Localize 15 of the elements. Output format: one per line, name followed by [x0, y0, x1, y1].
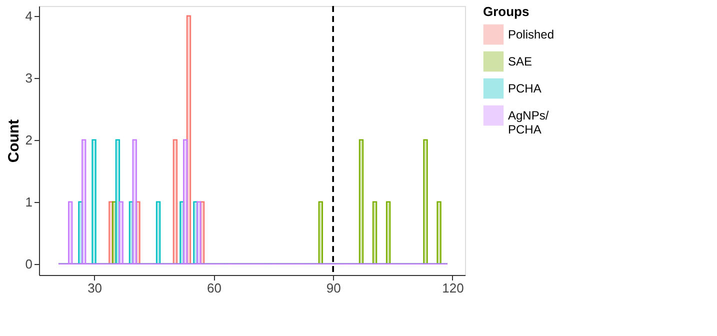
y-tick-label: 2 — [25, 132, 32, 148]
legend-label: AgNPs/ PCHA — [508, 108, 550, 136]
y-tick-label: 1 — [25, 194, 32, 210]
y-axis-title: Count — [5, 119, 22, 163]
legend-label: SAE — [508, 54, 532, 68]
y-tick-label: 3 — [25, 70, 32, 86]
y-tick-label: 0 — [25, 256, 32, 272]
legend-label: Polished — [508, 28, 554, 42]
x-tick-label: 60 — [206, 280, 222, 296]
x-tick-label: 30 — [88, 280, 102, 296]
legend-title: Groups — [483, 4, 530, 19]
x-tick-label: 90 — [326, 280, 341, 296]
y-tick-label: 4 — [25, 8, 32, 24]
x-tick-label: 120 — [442, 280, 464, 296]
legend-label: PCHA — [508, 82, 542, 96]
